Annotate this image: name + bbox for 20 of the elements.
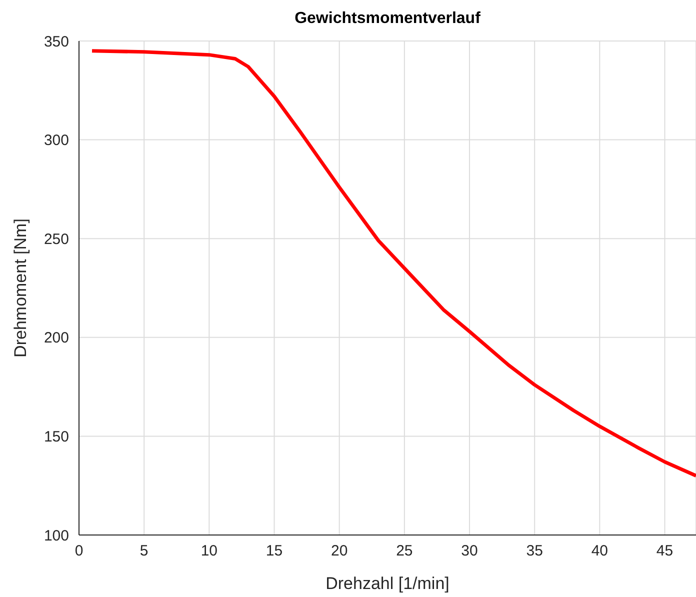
x-tick-label: 5 xyxy=(140,542,148,560)
y-tick-label: 100 xyxy=(44,527,69,544)
line-series xyxy=(90,49,696,478)
x-tick-label: 15 xyxy=(266,542,283,560)
x-tick-label: 10 xyxy=(200,542,218,560)
y-tick-label: 300 xyxy=(44,132,69,150)
chart-title: Gewichtsmomentverlauf xyxy=(294,10,482,28)
x-tick-label: 20 xyxy=(330,542,348,560)
y-tick-label: 200 xyxy=(44,330,69,347)
y-tick-label: 150 xyxy=(44,428,69,446)
x-tick-label: 25 xyxy=(396,542,413,560)
x-tick-label: 40 xyxy=(591,542,608,560)
y-axis-title: Drehmoment [Nm] xyxy=(11,218,30,358)
x-tick-label: 45 xyxy=(656,542,674,560)
y-tick-label: 250 xyxy=(44,230,69,248)
x-tick-label: 0 xyxy=(74,542,84,560)
x-tick-label: 30 xyxy=(461,542,478,560)
x-axis-title: Drehzahl [1/min] xyxy=(326,574,450,593)
x-tick-label: 35 xyxy=(526,542,543,560)
y-tick-label: 350 xyxy=(44,33,69,50)
